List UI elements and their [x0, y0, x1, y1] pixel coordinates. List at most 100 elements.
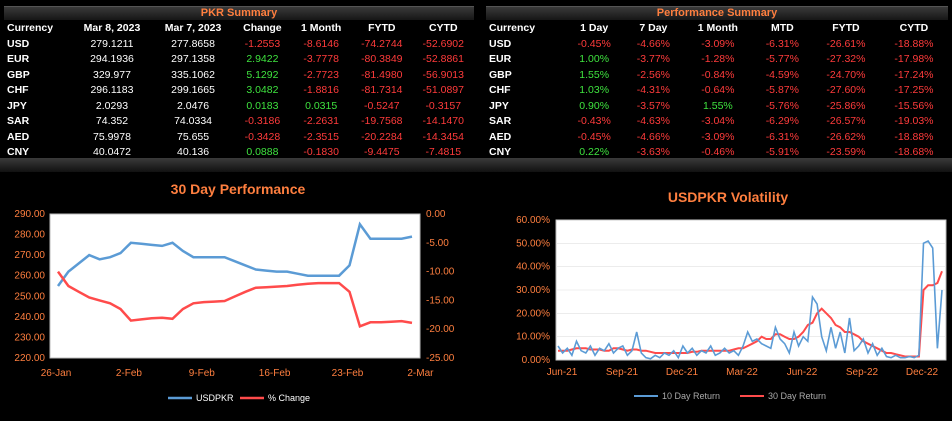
table-cell: USD [486, 36, 565, 52]
table-row: CNY 40.0472 40.136 0.0888 -0.1830 -9.4475 -7.4… [4, 144, 474, 160]
pkr-summary-panel: PKR Summary Currency Mar 8, 2023 Mar 7, 20… [4, 6, 474, 160]
table-cell: -0.5247 [351, 98, 413, 114]
y-left-tick-label: 260.00 [14, 271, 45, 282]
table-cell: -2.3515 [291, 129, 352, 145]
y-left-tick-label: 290.00 [14, 209, 45, 220]
table-cell: -4.31% [623, 82, 683, 98]
table-cell: -52.8861 [412, 51, 474, 67]
performance_summary-header-cell: Currency [486, 20, 565, 36]
pkr-summary-table: Currency Mar 8, 2023 Mar 7, 2023 Change 1 Mo… [4, 20, 474, 160]
table-cell: 335.1062 [152, 67, 234, 83]
table-cell: -20.2284 [351, 129, 413, 145]
table-row: EUR 1.00% -3.77% -1.28% -5.77% -27.32% -17.98% [486, 51, 948, 67]
table-cell: -0.3428 [233, 129, 292, 145]
table-cell: -56.9013 [412, 67, 474, 83]
performance_summary-header-cell: CYTD [879, 20, 948, 36]
table-row: AED 75.9978 75.655 -0.3428 -2.3515 -20.2284 -1… [4, 129, 474, 145]
table-cell: -0.64% [683, 82, 753, 98]
table-cell: 0.22% [564, 144, 624, 160]
table-cell: 40.136 [152, 144, 234, 160]
table-cell: -0.45% [564, 36, 624, 52]
table-cell: -26.62% [811, 129, 880, 145]
table-cell: -3.57% [623, 98, 683, 114]
table-cell: 1.00% [564, 51, 624, 67]
table-cell: -24.70% [811, 67, 880, 83]
performance_summary-header-cell: 1 Month [683, 20, 753, 36]
table-cell: -0.84% [683, 67, 753, 83]
table-row: GBP 1.55% -2.56% -0.84% -4.59% -24.70% -17.24% [486, 67, 948, 83]
table-cell: JPY [486, 98, 565, 114]
usdpkr-volatility-svg: USDPKR Volatility 0.00% 10.00% 20.00% 30.00%… [516, 189, 947, 401]
table-cell: 2.9422 [233, 51, 292, 67]
table-cell: -3.09% [683, 36, 753, 52]
y-tick-label: 60.00% [516, 215, 550, 226]
table-cell: CHF [486, 82, 565, 98]
table-cell: -15.56% [879, 98, 948, 114]
table-cell: -14.1470 [412, 113, 474, 129]
table-cell: 0.0315 [291, 98, 352, 114]
y-tick-label: 50.00% [516, 238, 550, 249]
table-cell: -26.61% [811, 36, 880, 52]
x-tick-label: 2-Feb [116, 368, 143, 379]
table-cell: CNY [486, 144, 565, 160]
performance_summary-header-cell: FYTD [811, 20, 880, 36]
section-divider [0, 158, 952, 172]
x-tick-label: Dec-22 [906, 367, 939, 378]
table-cell: 74.0334 [152, 113, 234, 129]
table-cell: CHF [4, 82, 72, 98]
table-cell: -5.76% [752, 98, 812, 114]
table-cell: -4.59% [752, 67, 812, 83]
table-cell: 0.0183 [233, 98, 292, 114]
performance-summary-table: Currency 1 Day 7 Day 1 Month MTD FYTD CYTD USD… [486, 20, 948, 160]
y-left-tick-label: 250.00 [14, 291, 45, 302]
table-cell: GBP [486, 67, 565, 83]
legend-label: 30 Day Return [768, 391, 826, 401]
table-cell: -18.68% [879, 144, 948, 160]
series-line-ten-day-return [557, 239, 943, 360]
pkr_summary-header-cell: Mar 8, 2023 [71, 20, 153, 36]
y-right-tick-label: -15.00 [426, 295, 455, 306]
table-cell: -0.1830 [291, 144, 352, 160]
table-cell: -74.2744 [351, 36, 413, 52]
x-tick-label: Jun-21 [547, 367, 578, 378]
pkr_summary-header-cell: 1 Month [291, 20, 352, 36]
table-cell: -3.63% [623, 144, 683, 160]
table-row: CHF 1.03% -4.31% -0.64% -5.87% -27.60% -17.25% [486, 82, 948, 98]
table-cell: AED [4, 129, 72, 145]
table-row: JPY 2.0293 2.0476 0.0183 0.0315 -0.5247 -0.315… [4, 98, 474, 114]
pkr_summary-header-cell: CYTD [412, 20, 474, 36]
table-cell: -0.45% [564, 129, 624, 145]
y-tick-label: 0.00% [522, 355, 550, 366]
table-cell: -19.03% [879, 113, 948, 129]
table-cell: -19.7568 [351, 113, 413, 129]
table-cell: 294.1936 [71, 51, 153, 67]
table-cell: -25.86% [811, 98, 880, 114]
table-cell: USD [4, 36, 72, 52]
x-tick-label: 9-Feb [189, 368, 216, 379]
table-cell: AED [486, 129, 565, 145]
legend-label: 10 Day Return [662, 391, 720, 401]
table-cell: -1.8816 [291, 82, 352, 98]
chart-title: USDPKR Volatility [668, 189, 789, 205]
table-cell: 5.1292 [233, 67, 292, 83]
thirty-day-performance-chart: 30 Day Performance 220.00 230.00 240.00 250.… [0, 172, 476, 416]
table-cell: -27.60% [811, 82, 880, 98]
table-cell: 1.55% [683, 98, 753, 114]
table-cell: -26.57% [811, 113, 880, 129]
performance-summary-panel: Performance Summary Currency 1 Day 7 Day 1 … [486, 6, 948, 160]
table-cell: -6.31% [752, 129, 812, 145]
table-cell: EUR [4, 51, 72, 67]
table-cell: 2.0293 [71, 98, 153, 114]
table-cell: -80.3849 [351, 51, 413, 67]
x-tick-label: Sep-21 [606, 367, 639, 378]
table-cell: -5.91% [752, 144, 812, 160]
pkr_summary-header-cell: Change [233, 20, 292, 36]
table-cell: -0.43% [564, 113, 624, 129]
pkr_summary-header-cell: Currency [4, 20, 72, 36]
pkr_summary-header-cell: FYTD [351, 20, 413, 36]
usdpkr-volatility-chart: USDPKR Volatility 0.00% 10.00% 20.00% 30.00%… [476, 172, 952, 416]
y-left-tick-label: 270.00 [14, 250, 45, 261]
y-left-tick-label: 280.00 [14, 230, 45, 241]
table-cell: -8.6146 [291, 36, 352, 52]
y-right-tick-label: 0.00 [426, 209, 446, 220]
